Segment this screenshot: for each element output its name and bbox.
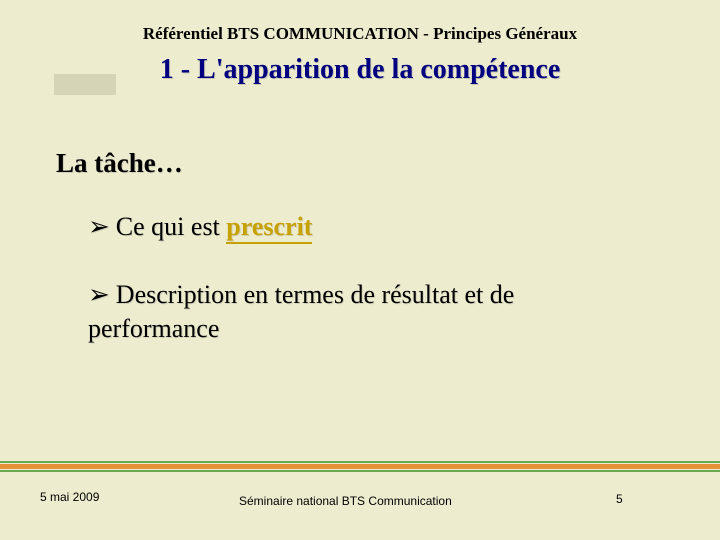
arrow-icon: ➢ bbox=[88, 278, 110, 312]
slide: Référentiel BTS COMMUNICATION - Principe… bbox=[0, 0, 720, 540]
footer-stripe-3 bbox=[0, 470, 720, 472]
bullet-1: ➢ Ce qui est prescrit bbox=[88, 212, 312, 242]
slide-title: 1 - L'apparition de la compétence bbox=[0, 54, 720, 86]
footer-center: Séminaire national BTS Communication bbox=[239, 494, 452, 508]
header-text: Référentiel BTS COMMUNICATION - Principe… bbox=[0, 24, 720, 44]
bullet-2: ➢ Description en termes de résultat et d… bbox=[88, 278, 648, 346]
bullet-1-accent: prescrit bbox=[226, 212, 312, 244]
bullet-2-text: Description en termes de résultat et de … bbox=[88, 280, 514, 343]
arrow-icon: ➢ bbox=[88, 212, 110, 242]
subheading: La tâche… bbox=[56, 148, 183, 179]
footer-stripe-1 bbox=[0, 461, 720, 463]
footer-date: 5 mai 2009 bbox=[40, 490, 99, 504]
footer-stripe-2 bbox=[0, 464, 720, 469]
footer-page-number: 5 bbox=[616, 492, 623, 506]
bullet-1-pretext: Ce qui est bbox=[116, 212, 227, 241]
